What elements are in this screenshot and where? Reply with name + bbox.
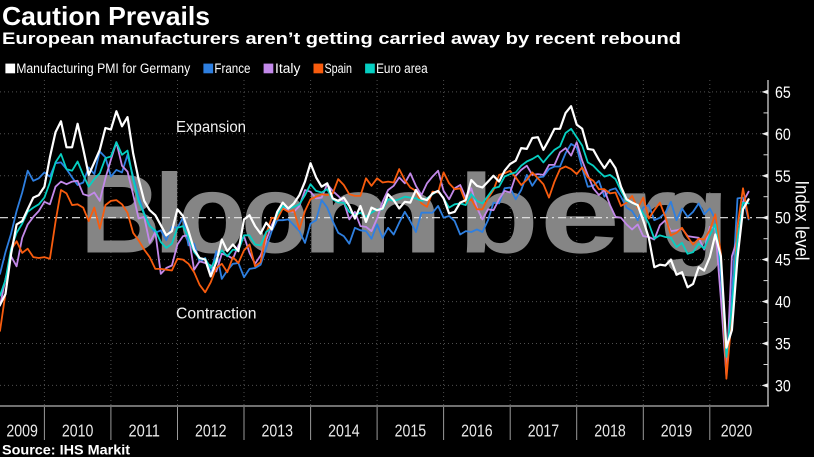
svg-text:2013: 2013 — [262, 421, 294, 441]
svg-text:European manufacturers aren’t: European manufacturers aren’t getting ca… — [2, 29, 681, 48]
svg-text:2012: 2012 — [195, 421, 227, 441]
svg-text:Manufacturing PMI for Germany: Manufacturing PMI for Germany — [16, 61, 190, 76]
svg-text:2019: 2019 — [661, 421, 693, 441]
svg-text:Expansion: Expansion — [176, 119, 246, 136]
svg-text:2018: 2018 — [594, 421, 626, 441]
svg-text:2014: 2014 — [328, 421, 360, 441]
svg-text:65: 65 — [775, 83, 791, 102]
svg-text:Index level: Index level — [791, 181, 812, 261]
svg-text:Euro area: Euro area — [376, 61, 428, 76]
svg-text:50: 50 — [775, 209, 791, 228]
svg-text:40: 40 — [775, 293, 791, 312]
svg-text:Source: IHS Markit: Source: IHS Markit — [2, 442, 130, 457]
svg-text:2016: 2016 — [461, 421, 493, 441]
svg-text:35: 35 — [775, 335, 791, 354]
svg-text:45: 45 — [775, 251, 791, 270]
svg-text:Spain: Spain — [325, 61, 353, 76]
svg-text:2020: 2020 — [721, 421, 753, 441]
svg-text:b: b — [458, 151, 539, 276]
svg-text:Bloo: Bloo — [80, 152, 309, 277]
svg-text:Contraction: Contraction — [176, 306, 257, 323]
svg-text:m: m — [300, 151, 444, 276]
svg-text:Caution Prevails: Caution Prevails — [2, 1, 210, 31]
svg-text:2011: 2011 — [128, 421, 160, 441]
svg-text:55: 55 — [775, 167, 791, 186]
svg-text:30: 30 — [775, 376, 791, 395]
svg-text:2015: 2015 — [395, 421, 427, 441]
svg-text:2009: 2009 — [6, 421, 38, 441]
svg-text:2010: 2010 — [62, 421, 94, 441]
svg-text:Italy: Italy — [275, 61, 301, 76]
svg-text:2017: 2017 — [528, 421, 560, 441]
svg-text:e: e — [540, 152, 620, 277]
svg-text:France: France — [214, 61, 250, 76]
svg-text:60: 60 — [775, 125, 791, 144]
